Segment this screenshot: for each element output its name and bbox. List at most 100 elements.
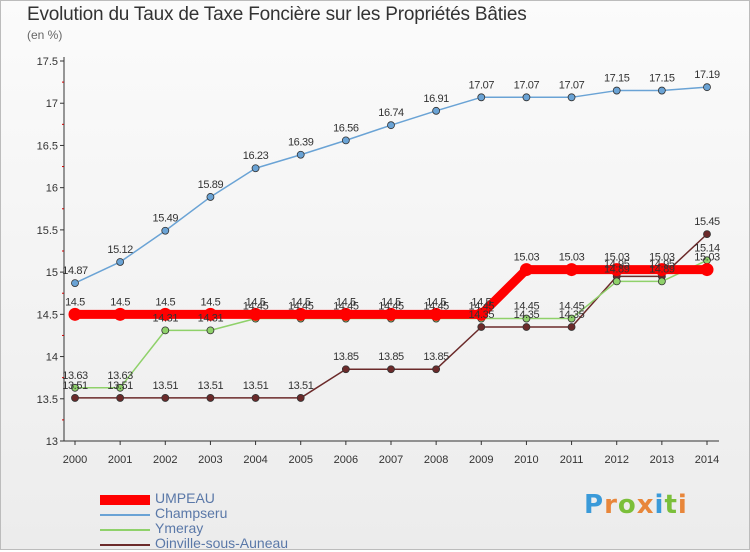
data-label-umpeau: 14.5	[110, 296, 130, 308]
chart-title: Evolution du Taux de Taxe Foncière sur l…	[27, 4, 527, 25]
data-label-champseru: 15.12	[107, 244, 133, 256]
data-label-oinville-sous-auneau: 14.95	[649, 258, 675, 270]
point-champseru	[251, 164, 260, 173]
data-label-oinville-sous-auneau: 13.51	[153, 380, 179, 392]
point-umpeau	[203, 307, 217, 321]
y-tick-label: 15	[46, 267, 58, 279]
point-champseru	[432, 106, 441, 115]
point-oinville-sous-auneau	[161, 394, 170, 402]
point-champseru	[296, 150, 305, 159]
point-champseru	[341, 136, 350, 145]
data-label-ymeray: 14.31	[153, 312, 179, 324]
x-tick-label: 2000	[63, 454, 87, 466]
point-ymeray	[161, 326, 170, 335]
point-umpeau	[429, 307, 443, 321]
data-label-umpeau: 15.03	[559, 252, 585, 264]
data-label-umpeau: 14.5	[426, 296, 446, 308]
point-champseru	[612, 86, 621, 95]
x-tick-label: 2011	[560, 454, 584, 466]
data-label-champseru: 15.89	[198, 179, 224, 191]
data-label-oinville-sous-auneau: 14.95	[604, 258, 630, 270]
legend-label: Champseru	[155, 505, 228, 521]
point-champseru	[161, 226, 170, 235]
point-umpeau	[655, 263, 669, 277]
data-label-umpeau: 14.5	[381, 296, 401, 308]
point-champseru	[703, 83, 711, 92]
point-oinville-sous-auneau	[71, 394, 79, 402]
point-oinville-sous-auneau	[387, 365, 395, 374]
x-tick-label: 2005	[288, 454, 312, 466]
data-label-umpeau: 15.03	[514, 252, 540, 264]
y-tick-label: 15.5	[37, 225, 58, 237]
y-tick-label: 16.5	[37, 140, 58, 152]
data-label-umpeau: 15.03	[604, 252, 630, 264]
point-ymeray	[116, 383, 125, 392]
data-label-ymeray: 14.45	[514, 301, 540, 313]
y-tick-label: 13.5	[37, 394, 58, 406]
point-ymeray	[612, 277, 621, 286]
logo-letter: x	[636, 490, 655, 520]
data-label-ymeray: 14.45	[559, 301, 585, 313]
x-tick-label: 2003	[198, 454, 222, 466]
point-umpeau	[519, 263, 533, 277]
legend-label: Ymeray	[155, 520, 204, 536]
data-label-umpeau: 14.5	[155, 296, 175, 308]
data-label-umpeau: 14.5	[246, 296, 266, 308]
x-tick-label: 2012	[604, 454, 628, 466]
point-oinville-sous-auneau	[206, 394, 215, 402]
point-ymeray	[567, 314, 576, 323]
x-tick-label: 2001	[108, 454, 132, 466]
data-label-umpeau: 14.5	[201, 296, 221, 308]
data-label-umpeau: 14.5	[291, 296, 311, 308]
point-umpeau	[339, 307, 353, 321]
point-oinville-sous-auneau	[567, 323, 576, 331]
data-label-umpeau: 14.5	[471, 296, 491, 308]
legend-label: Oinville-sous-Auneau	[155, 535, 289, 551]
data-label-oinville-sous-auneau: 13.51	[198, 380, 224, 392]
series-layer	[68, 83, 714, 402]
data-label-ymeray: 14.89	[649, 263, 675, 275]
data-label-champseru: 17.07	[514, 79, 540, 91]
x-tick-label: 2008	[424, 454, 448, 466]
data-label-ymeray: 14.45	[243, 301, 269, 313]
x-tick-label: 2014	[695, 454, 719, 466]
point-ymeray	[522, 314, 531, 323]
data-label-umpeau: 15.03	[694, 252, 720, 264]
point-champseru	[387, 121, 395, 130]
point-oinville-sous-auneau	[251, 394, 260, 402]
data-label-oinville-sous-auneau: 14.35	[559, 309, 585, 321]
y-tick-label: 13	[46, 436, 58, 448]
data-label-oinville-sous-auneau: 13.51	[288, 380, 314, 392]
data-label-oinville-sous-auneau: 13.51	[243, 380, 269, 392]
point-champseru	[206, 193, 215, 201]
data-label-champseru: 16.74	[378, 107, 404, 119]
axes: 13 13.5 14 14.5 15 15.5 16 16.5 17 17.5 2000 2001 20…	[37, 56, 720, 466]
data-label-ymeray: 13.63	[107, 370, 133, 382]
point-umpeau	[384, 307, 398, 321]
x-tick-label: 2006	[334, 454, 358, 466]
data-label-ymeray: 14.45	[423, 301, 449, 313]
logo-letter: r	[604, 490, 618, 520]
point-champseru	[567, 93, 576, 102]
point-umpeau	[294, 307, 308, 321]
y-tick-label: 17	[46, 98, 58, 110]
data-label-umpeau: 14.5	[336, 296, 356, 308]
data-label-champseru: 17.15	[649, 73, 675, 85]
x-tick-label: 2009	[469, 454, 493, 466]
point-umpeau	[700, 263, 714, 277]
data-label-ymeray: 13.63	[62, 370, 88, 382]
data-label-ymeray: 15.14	[694, 242, 720, 254]
logo-letter: P	[584, 490, 605, 520]
point-champseru	[116, 258, 125, 266]
data-label-ymeray: 14.45	[469, 301, 495, 313]
point-umpeau	[610, 263, 624, 277]
logo-letter: i	[677, 490, 688, 520]
point-champseru	[657, 86, 666, 95]
data-label-champseru: 14.87	[62, 265, 88, 277]
legend-label: UMPEAU	[155, 490, 215, 506]
point-umpeau	[158, 307, 172, 321]
data-label-ymeray: 14.45	[288, 301, 314, 313]
data-label-champseru: 15.49	[153, 213, 179, 225]
